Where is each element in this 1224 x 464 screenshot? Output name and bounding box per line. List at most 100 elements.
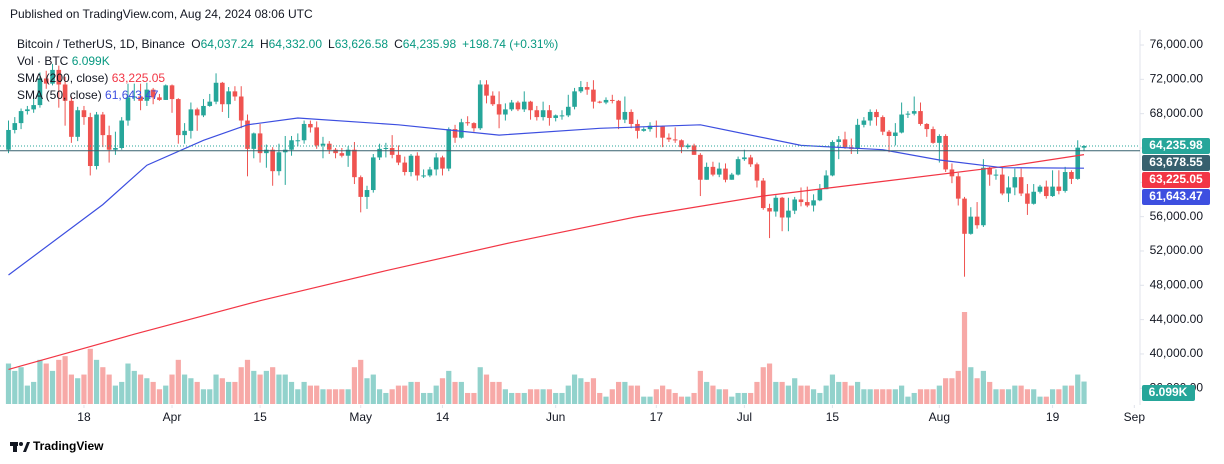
candle-body [616,100,621,120]
volume-bar [31,381,37,404]
candle-body [50,69,55,84]
volume-bar [672,392,678,404]
candle-body [955,176,961,199]
candle-body [1056,186,1062,191]
price-badge [1142,137,1210,154]
volume-bar [5,363,12,404]
candle-body [553,115,558,118]
volume-bar [232,381,238,404]
volume-bar [647,396,653,404]
volume-bar [798,385,804,404]
volume-bar [207,389,213,404]
candle-body [364,190,370,197]
candle-body [377,148,382,158]
candle-body [408,155,414,173]
volume-bar [817,392,823,404]
legend: Bitcoin / TetherUS, 1D, Binance O64,037.… [17,36,564,104]
volume-bar [465,392,471,404]
volume-bar [987,381,993,404]
published-note: Published on TradingView.com, Aug 24, 20… [10,7,313,21]
candle-body [528,101,533,111]
x-tick-label: May [349,410,372,424]
volume-bar [477,367,483,404]
candle-body [257,133,263,154]
candle-body [421,175,426,177]
volume-bar [955,370,961,404]
candle-body [754,164,760,181]
y-tick-label: 76,000.00 [1150,37,1204,51]
y-tick-label: 40,000.00 [1150,346,1204,360]
volume-badge [1142,385,1195,401]
candle-body [226,91,231,105]
candle-body [911,111,917,114]
volume-name: Vol · BTC [17,54,69,68]
volume-bar [471,392,477,404]
volume-bar [521,392,527,404]
candle-body [572,91,577,107]
candle-body [503,109,508,115]
change: +198.74 (+0.31%) [462,37,559,51]
candle-body [861,120,867,125]
candle-body [999,174,1005,194]
candle-body [559,115,565,117]
candle-body [43,78,49,84]
volume-bar [829,374,836,404]
volume-bar [804,385,810,404]
candle-body [704,166,709,180]
volume-bar [905,396,911,404]
volume-bar [534,389,540,404]
candle-body [238,96,244,121]
volume-bar [1031,389,1037,404]
candle-body [496,104,502,115]
candle-body [1006,187,1011,194]
candle-body [1075,147,1081,179]
volume-bar [773,381,779,404]
candle-body [427,169,433,176]
volume-bar [515,392,521,404]
volume-bar [848,385,854,404]
volume-bar [257,374,263,404]
brand: TradingView [33,439,104,453]
volume-bar [81,374,87,404]
candle-body [930,129,936,143]
volume-bar [370,374,376,404]
volume-bar [12,370,18,404]
candle-body [698,154,703,180]
volume-bar [836,381,842,404]
candle-body [742,157,747,160]
ohlc-key: L [328,37,335,51]
volume-bar [156,389,163,404]
volume-bar [358,359,364,404]
x-tick-label: 14 [436,410,450,424]
candle-body [389,147,395,155]
volume-bar [842,381,848,404]
candle-body [31,105,36,110]
volume-bar [226,381,232,404]
volume-bar [68,374,74,404]
volume-bar [609,389,615,404]
x-tick-label: 15 [253,410,267,424]
candle-body [62,84,68,101]
indicator-name: SMA (50, close) [17,88,102,102]
candle-body [666,137,672,140]
volume-bar [999,389,1005,404]
volume-bar [483,374,490,404]
volume-bar [131,370,137,404]
candle-body [981,167,986,226]
candle-body [1081,145,1087,148]
price-badge-label: 63,678.55 [1149,155,1203,169]
ohlc-value: 63,626.58 [334,37,389,51]
volume-bar [785,385,792,404]
candle-body [723,168,728,180]
candle-body [25,109,30,112]
volume-bar [949,378,955,404]
candle-body [301,123,307,141]
candle-body [987,167,992,175]
candle-body [899,114,904,133]
y-tick-label: 56,000.00 [1150,209,1204,223]
volume-bar [886,389,892,404]
candle-body [1018,177,1024,194]
volume-bar [678,396,685,404]
volume-bar [553,392,559,404]
volume-bar [244,359,251,404]
